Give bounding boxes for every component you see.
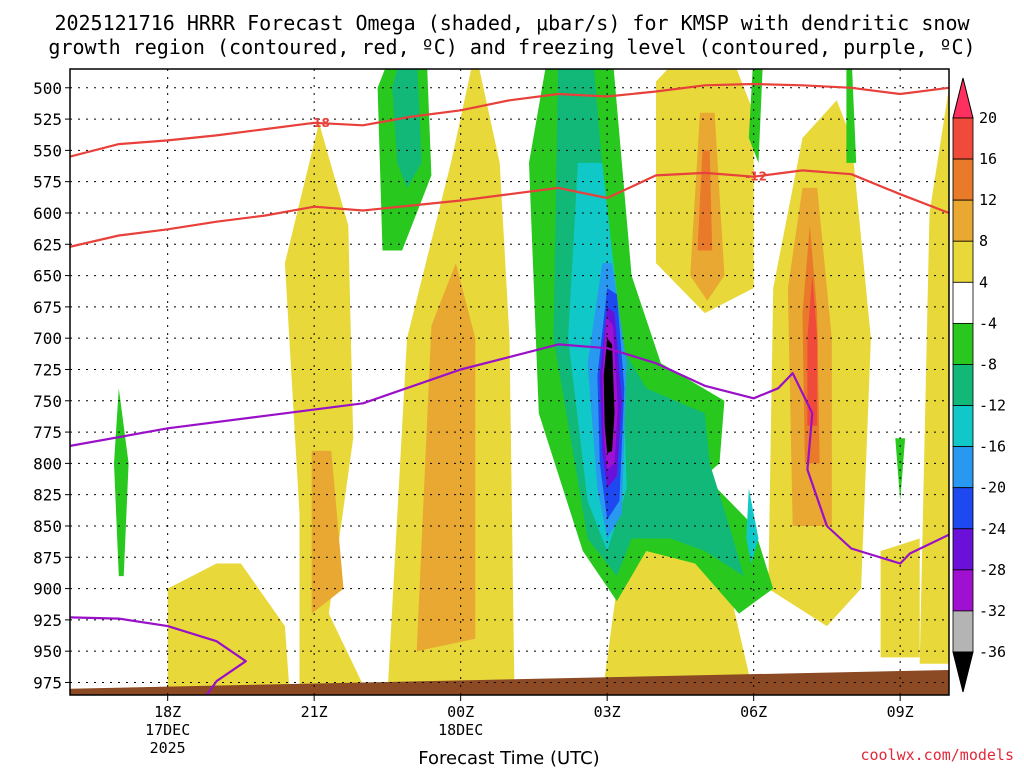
- ytick-label-800: 800: [33, 454, 62, 473]
- colorbar-label--20: -20: [979, 479, 1006, 497]
- contours: -18 -12: [70, 82, 949, 695]
- colorbar-label-12: 12: [979, 191, 997, 209]
- colorbar-label-8: 8: [979, 232, 988, 250]
- ytick-label-600: 600: [33, 204, 62, 223]
- colorbar-band-13: [952, 610, 974, 653]
- ytick-label-925: 925: [33, 611, 62, 630]
- ytick-label-550: 550: [33, 141, 62, 160]
- x-axis-label: Forecast Time (UTC): [418, 748, 599, 768]
- contour-label-0: -18: [308, 116, 330, 130]
- colorbar-band-9: [952, 446, 974, 489]
- colorbar-label--32: -32: [979, 602, 1006, 620]
- colorbar-label--8: -8: [979, 355, 997, 373]
- omega-region-1: [167, 563, 290, 695]
- colorbar-band-2: [952, 158, 974, 201]
- ytick-label-500: 500: [33, 79, 62, 98]
- terrain: [70, 669, 949, 695]
- ytick-label-950: 950: [33, 642, 62, 661]
- colorbar-band-6: [952, 322, 974, 365]
- colorbar-label-20: 20: [979, 109, 997, 127]
- chart-title-line2: growth region (contoured, red, ºC) and f…: [48, 35, 975, 59]
- omega-region-21: [392, 69, 422, 188]
- xtick-label-06Z: 06Z: [740, 703, 767, 721]
- omega-region-24: [746, 488, 759, 564]
- ytick-label-825: 825: [33, 486, 62, 505]
- ytick-label-575: 575: [33, 173, 62, 192]
- ytick-label-875: 875: [33, 548, 62, 567]
- colorbar-bottom-arrow: [952, 651, 974, 693]
- terrain-fill: [70, 669, 949, 695]
- colorbar-band-4: [952, 240, 974, 283]
- colorbar-label--16: -16: [979, 438, 1006, 456]
- colorbar-label--4: -4: [979, 314, 997, 332]
- colorbar-label--36: -36: [979, 643, 1006, 661]
- ytick-label-975: 975: [33, 673, 62, 692]
- xtick-label-09Z: 09Z: [887, 703, 914, 721]
- omega-region-19: [846, 69, 857, 163]
- colorbar-label--12: -12: [979, 397, 1006, 415]
- ytick-label-725: 725: [33, 360, 62, 379]
- colorbar-band-8: [952, 405, 974, 448]
- omega-region-8: [311, 450, 344, 614]
- omega-region-14: [807, 275, 818, 426]
- ytick-label-750: 750: [33, 392, 62, 411]
- grid: [70, 69, 949, 695]
- freezing-level-contour: [70, 343, 949, 565]
- xtick-label-18Z: 18Z: [154, 703, 181, 721]
- colorbar-label--28: -28: [979, 561, 1006, 579]
- colorbar-band-11: [952, 528, 974, 571]
- omega-region-9: [416, 263, 476, 652]
- y-axis: 500 525 550 575 600 625 650 675 700 725 750 775 800 8…: [33, 79, 70, 692]
- colorbar-label-4: 4: [979, 273, 988, 291]
- ytick-label-650: 650: [33, 267, 62, 286]
- ytick-label-525: 525: [33, 110, 62, 129]
- colorbar-band-7: [952, 364, 974, 406]
- contour-label-1: -12: [745, 170, 767, 184]
- colorbar-label--24: -24: [979, 520, 1006, 538]
- xtick-label-03Z: 03Z: [594, 703, 621, 721]
- freezing-level-contour-low: [70, 616, 247, 695]
- xtick-date-00Z: 18DEC: [438, 721, 483, 739]
- ytick-label-850: 850: [33, 517, 62, 536]
- colorbar-label-16: 16: [979, 150, 997, 168]
- omega-region-3: [602, 532, 754, 695]
- omega-region-12: [697, 150, 713, 251]
- omega-region-15: [114, 388, 129, 577]
- credit-link[interactable]: coolwx.com/models: [860, 746, 1014, 764]
- ytick-label-700: 700: [33, 329, 62, 348]
- dgz-contour-minus12: [70, 169, 949, 248]
- xtick-label-21Z: 21Z: [301, 703, 328, 721]
- ytick-label-625: 625: [33, 235, 62, 254]
- colorbar-top-arrow: [952, 77, 974, 119]
- omega-region-6: [919, 87, 949, 664]
- colorbar-band-12: [952, 569, 974, 612]
- ytick-label-775: 775: [33, 423, 62, 442]
- colorbar-band-10: [952, 487, 974, 530]
- ytick-label-675: 675: [33, 298, 62, 317]
- chart-title-line1: 2025121716 HRRR Forecast Omega (shaded, …: [54, 11, 970, 35]
- omega-region-18: [748, 69, 763, 163]
- ytick-label-900: 900: [33, 580, 62, 599]
- colorbar: 20 16 12 8 4 -4 -8 -12 -16 -20 -24 -28 -32 -36: [952, 77, 1006, 693]
- xtick-year-18Z: 2025: [150, 739, 186, 757]
- colorbar-band-1: [952, 117, 974, 160]
- xtick-label-00Z: 00Z: [447, 703, 474, 721]
- xtick-date-18Z: 17DEC: [145, 721, 190, 739]
- dgz-contour-minus18: [70, 82, 949, 158]
- colorbar-band-3: [952, 199, 974, 242]
- plot-frame: [69, 68, 950, 696]
- omega-region-29: [603, 338, 615, 454]
- omega-shading: [114, 69, 949, 695]
- colorbar-band-5: [952, 281, 974, 324]
